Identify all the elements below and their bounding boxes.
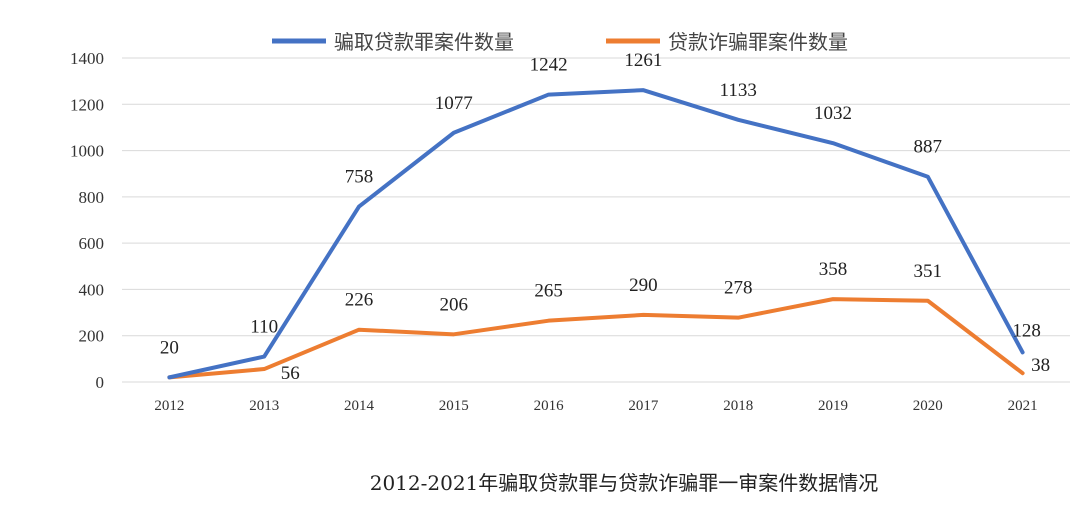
legend-label-series-2: 贷款诈骗罪案件数量 xyxy=(668,30,848,54)
data-label-series-1: 1261 xyxy=(624,50,662,71)
y-tick-label: 1400 xyxy=(70,49,104,68)
data-label-series-1: 110 xyxy=(250,317,278,338)
data-label-series-2: 265 xyxy=(534,281,563,302)
y-tick-label: 0 xyxy=(96,373,105,392)
data-label-series-2: 351 xyxy=(914,261,943,282)
series-lines xyxy=(167,88,1025,380)
x-tick-label: 2015 xyxy=(439,398,469,414)
x-tick-label: 2012 xyxy=(154,398,184,414)
y-tick-label: 800 xyxy=(79,188,105,207)
x-tick-label: 2013 xyxy=(249,398,279,414)
data-label-series-1: 128 xyxy=(1012,320,1041,341)
data-label-series-2: 206 xyxy=(440,294,469,315)
data-label-series-1: 1133 xyxy=(720,80,757,101)
data-label-series-1: 1242 xyxy=(530,55,568,76)
x-tick-label: 2017 xyxy=(628,398,659,414)
data-label-series-2: 38 xyxy=(1031,355,1050,376)
y-tick-label: 1000 xyxy=(70,142,104,161)
data-label-series-2: 358 xyxy=(819,259,848,280)
y-tick-label: 200 xyxy=(79,327,105,346)
x-axis-ticks: 2012 2013 2014 2015 2016 2017 2018 2019 2020 2021 xyxy=(154,398,1037,414)
data-label-series-1: 887 xyxy=(914,137,943,158)
data-label-series-2: 56 xyxy=(281,363,300,384)
y-tick-label: 600 xyxy=(79,234,105,253)
x-tick-label: 2021 xyxy=(1008,398,1038,414)
x-tick-label: 2019 xyxy=(818,398,848,414)
x-tick-label: 2018 xyxy=(723,398,753,414)
series-line-2 xyxy=(167,297,1025,380)
x-tick-label: 2014 xyxy=(344,398,375,414)
series-line-1 xyxy=(167,88,1025,380)
y-tick-label: 400 xyxy=(79,280,105,299)
data-label-series-2: 278 xyxy=(724,278,753,299)
data-label-series-2: 226 xyxy=(345,290,374,311)
data-label-series-2: 290 xyxy=(629,275,658,296)
data-labels: 20 110 758 1077 1242 1261 1133 1032 887 128 56 226 2… xyxy=(160,50,1050,384)
legend-label-series-1: 骗取贷款罪案件数量 xyxy=(334,30,514,54)
x-tick-label: 2016 xyxy=(534,398,565,414)
gridlines xyxy=(122,57,1070,383)
data-label-series-1: 1077 xyxy=(435,93,473,114)
legend: 骗取贷款罪案件数量 贷款诈骗罪案件数量 xyxy=(272,30,848,54)
data-label-series-1: 20 xyxy=(160,337,179,358)
data-label-series-1: 1032 xyxy=(814,103,852,124)
y-axis-ticks: 0 200 400 600 800 1000 1200 1400 xyxy=(70,49,104,392)
chart-caption: 2012-2021年骗取贷款罪与贷款诈骗罪一审案件数据情况 xyxy=(370,471,879,495)
y-tick-label: 1200 xyxy=(70,95,104,114)
data-label-series-1: 758 xyxy=(345,167,374,188)
x-tick-label: 2020 xyxy=(913,398,943,414)
